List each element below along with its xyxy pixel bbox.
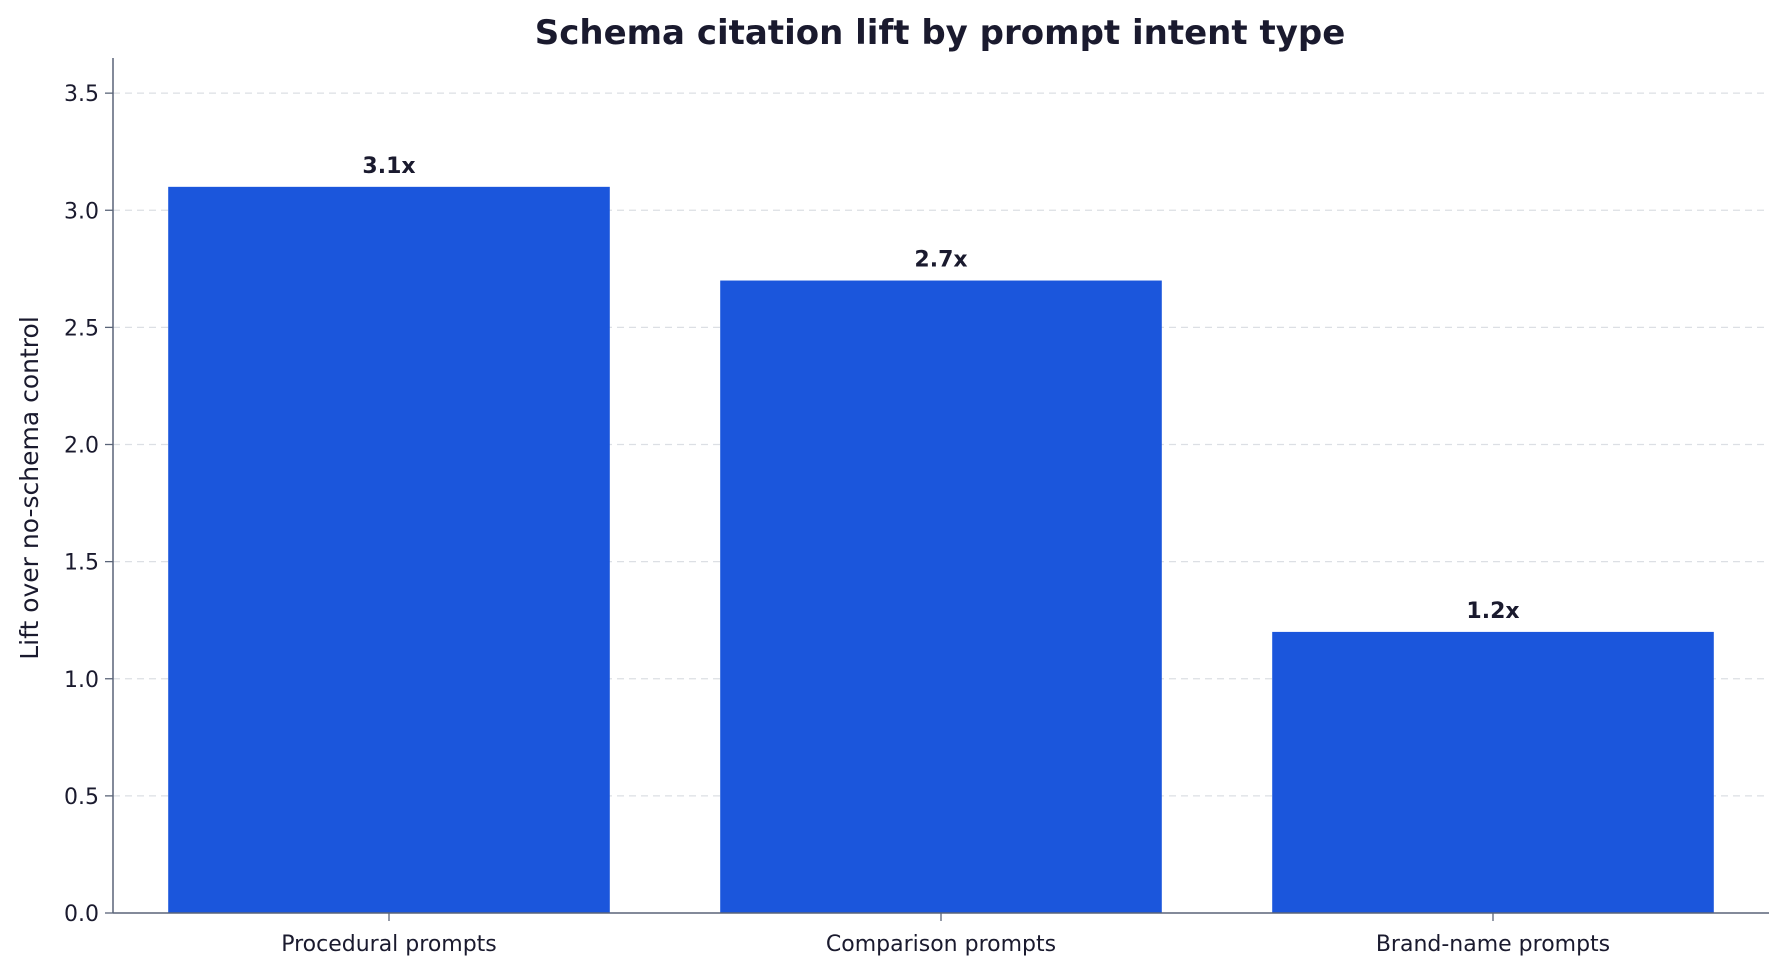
- y-tick-label: 2.5: [64, 316, 99, 341]
- y-tick-label: 0.5: [64, 785, 99, 810]
- y-tick-label: 3.5: [64, 82, 99, 107]
- bar-data-label: 3.1x: [362, 154, 415, 179]
- y-tick-label: 2.0: [64, 434, 99, 459]
- y-tick-label: 1.5: [64, 551, 99, 576]
- y-axis-label: Lift over no-schema control: [15, 316, 44, 660]
- chart-title: Schema citation lift by prompt intent ty…: [535, 13, 1346, 53]
- y-tick-label: 3.0: [64, 199, 99, 224]
- bar-data-label: 1.2x: [1466, 599, 1519, 624]
- bar: [168, 187, 610, 913]
- y-tick-label: 1.0: [64, 668, 99, 693]
- y-tick-label: 0.0: [64, 902, 99, 927]
- bar: [720, 281, 1162, 913]
- x-tick-label: Brand-name prompts: [1376, 932, 1610, 957]
- x-tick-label: Comparison prompts: [826, 932, 1056, 957]
- bars: [168, 187, 1714, 913]
- x-tick-label: Procedural prompts: [281, 932, 497, 957]
- bar: [1272, 632, 1714, 913]
- bar-data-label: 2.7x: [914, 248, 967, 273]
